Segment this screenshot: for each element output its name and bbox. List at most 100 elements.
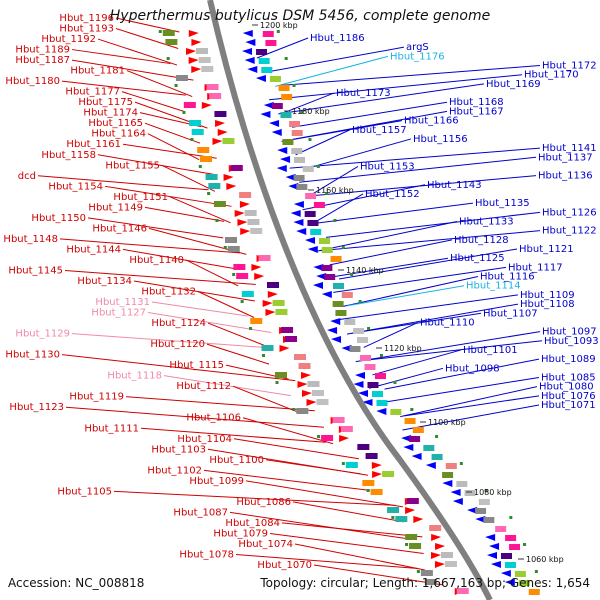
gc-tick <box>435 435 439 438</box>
reverse-gene-arrow <box>316 273 327 280</box>
gene-label-right: Hbut_1122 <box>542 226 597 237</box>
left-connector-line <box>161 164 216 192</box>
category-block <box>423 445 435 451</box>
left-connector-line <box>65 406 324 428</box>
category-block <box>404 418 416 424</box>
gc-tick <box>166 57 170 60</box>
gc-tick <box>182 111 186 114</box>
gene-label-left: Hbut_1127 <box>91 308 146 319</box>
gene-label-left: Hbut_1103 <box>151 444 206 455</box>
gene-label-right: Hbut_1108 <box>520 299 575 310</box>
forward-gene-arrow <box>301 372 311 379</box>
category-block <box>281 94 293 100</box>
gc-tick <box>366 489 370 492</box>
gc-tick <box>300 111 304 114</box>
kbp-label: 1060 kbp <box>526 555 564 564</box>
left-connector-line <box>207 322 274 350</box>
gene-label-right: Hbut_1085 <box>541 372 596 383</box>
category-block <box>267 282 279 288</box>
forward-gene-arrow <box>279 345 290 352</box>
category-block <box>501 553 512 559</box>
gene-label-left: Hbut_1144 <box>66 244 121 255</box>
gc-tick <box>240 300 244 303</box>
right-connector-line <box>286 120 403 142</box>
category-block <box>324 274 336 280</box>
category-block <box>293 175 305 181</box>
gene-label-right: Hbut_1117 <box>508 262 563 273</box>
gene-label-right: Hbut_1152 <box>365 189 420 200</box>
reverse-gene-arrow <box>247 66 258 73</box>
gene-label-left: Hbut_1134 <box>77 276 132 287</box>
reverse-gene-arrow <box>341 345 352 352</box>
gene-label-left: Hbut_1119 <box>69 392 124 403</box>
gc-tick <box>358 300 362 303</box>
category-block <box>236 273 249 279</box>
gc-tick <box>284 57 288 60</box>
gene-label-left: Hbut_1111 <box>84 423 139 434</box>
category-block <box>272 300 285 306</box>
right-connector-line <box>382 376 540 403</box>
right-connector-line <box>360 340 543 362</box>
gene-label-left: Hbut_1181 <box>70 66 125 77</box>
category-block <box>278 85 290 91</box>
right-connector-line <box>316 202 474 224</box>
category-block <box>360 355 371 361</box>
gene-label-right: Hbut_1121 <box>519 244 574 255</box>
gene-label-left: Hbut_1079 <box>213 528 268 539</box>
left-connector-line <box>37 175 209 191</box>
left-connector-line <box>233 438 359 460</box>
forward-gene-arrow <box>371 462 382 469</box>
gene-label-left: Hbut_1131 <box>95 297 150 308</box>
left-connector-line <box>104 185 232 207</box>
gene-label-left: Hbut_1130 <box>5 350 60 361</box>
category-block <box>362 480 375 486</box>
right-connector-line <box>304 138 412 170</box>
gene-label-left: Hbut_1155 <box>105 160 160 171</box>
reverse-gene-arrow <box>245 39 256 46</box>
gene-label-right: Hbut_1101 <box>463 345 518 356</box>
left-connector-line <box>163 375 291 397</box>
category-block <box>442 472 454 478</box>
forward-gene-arrow <box>239 201 250 208</box>
gene-label-right: Hbut_1133 <box>459 217 514 228</box>
category-block <box>233 264 246 270</box>
category-block <box>205 174 218 180</box>
gc-tick <box>198 165 202 168</box>
gc-tick <box>232 273 236 276</box>
category-block <box>321 265 333 271</box>
kbp-label: 1140 kbp <box>346 266 384 275</box>
left-connector-line <box>61 80 186 96</box>
right-connector-line <box>363 321 419 348</box>
category-block <box>409 436 421 442</box>
reverse-gene-arrow <box>271 129 282 136</box>
category-block <box>214 111 227 117</box>
category-block <box>387 507 400 513</box>
right-connector-line <box>308 166 359 197</box>
reverse-gene-arrow <box>293 219 304 226</box>
right-connector-line <box>372 349 462 376</box>
left-connector-line <box>97 154 216 176</box>
category-block <box>483 517 495 523</box>
category-block <box>370 489 383 495</box>
right-connector-line <box>384 358 540 390</box>
forward-gene-arrow <box>191 39 202 46</box>
kbp-label: 1200 kbp <box>260 21 298 30</box>
right-connector-line <box>369 367 444 389</box>
reverse-gene-arrow <box>330 318 341 325</box>
gene-label-left: Hbut_1154 <box>48 181 103 192</box>
category-block <box>344 319 356 325</box>
category-block <box>478 499 490 505</box>
left-connector-line <box>125 396 315 412</box>
gc-tick <box>509 516 513 519</box>
gc-tick <box>405 543 409 546</box>
left-connector-line <box>140 427 326 443</box>
right-connector-line <box>355 331 541 363</box>
category-block <box>312 390 324 396</box>
kbp-label: 1100 kbp <box>428 418 466 427</box>
gene-label-right: Hbut_1157 <box>352 125 407 136</box>
genome-summary-text: Topology: circular; Length: 1,667,163 bp… <box>260 576 590 590</box>
left-connector-line <box>61 354 296 382</box>
category-block <box>280 112 292 118</box>
category-block <box>206 84 219 90</box>
right-connector-line <box>333 266 507 293</box>
